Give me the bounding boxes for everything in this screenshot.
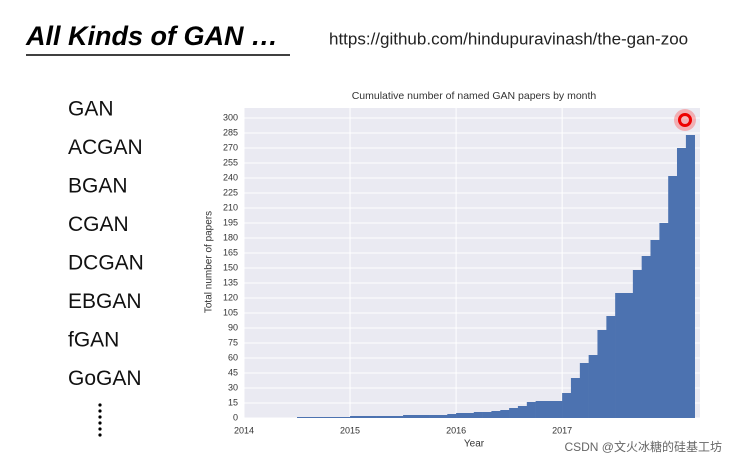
bar <box>350 416 360 418</box>
x-axis-label: Year <box>464 439 485 450</box>
bar <box>535 401 545 418</box>
bar <box>403 415 413 418</box>
y-tick-label: 225 <box>223 187 238 197</box>
bar <box>323 417 333 418</box>
list-item: CGAN <box>68 213 129 236</box>
y-tick-label: 135 <box>223 277 238 287</box>
bar <box>517 406 528 418</box>
x-tick-label: 2017 <box>552 425 572 435</box>
y-tick-label: 165 <box>223 247 238 257</box>
highlight-glow <box>674 109 696 131</box>
bar <box>447 414 457 418</box>
bar <box>544 401 554 418</box>
y-tick-label: 45 <box>228 367 238 377</box>
url: https://github.com/hindupuravinash/the-g… <box>329 29 688 48</box>
bar <box>685 135 695 418</box>
y-tick-label: 300 <box>223 112 238 122</box>
list-item: EBGAN <box>68 290 142 313</box>
list-item: fGAN <box>68 329 119 352</box>
bar <box>632 270 642 418</box>
y-tick-label: 30 <box>228 382 238 392</box>
y-tick-label: 120 <box>223 292 238 302</box>
x-tick-label: 2016 <box>446 425 466 435</box>
bar <box>526 402 536 418</box>
bar <box>411 415 422 418</box>
x-tick-label: 2015 <box>340 425 360 435</box>
bar <box>376 416 386 418</box>
x-tick-label: 2014 <box>234 425 254 435</box>
y-tick-label: 60 <box>228 352 238 362</box>
list-item: GAN <box>68 98 114 121</box>
y-tick-label: 240 <box>223 172 238 182</box>
bar <box>570 378 581 418</box>
watermark: CSDN @文火冰糖的硅基工坊 <box>564 439 722 454</box>
bar <box>650 240 660 418</box>
y-tick-label: 180 <box>223 232 238 242</box>
bar <box>606 316 616 418</box>
bar <box>385 416 395 418</box>
bar <box>482 412 492 418</box>
bar <box>305 417 316 418</box>
y-tick-label: 15 <box>228 397 238 407</box>
bar <box>473 412 483 418</box>
y-tick-label: 270 <box>223 142 238 152</box>
bar <box>297 417 307 418</box>
bar <box>429 415 439 418</box>
chart-title: Cumulative number of named GAN papers by… <box>352 90 597 102</box>
bar <box>394 416 404 418</box>
y-tick-label: 255 <box>223 157 238 167</box>
bar <box>668 176 678 418</box>
bar <box>659 223 669 418</box>
bar <box>562 393 572 418</box>
bar <box>623 293 634 418</box>
bar <box>553 401 563 418</box>
bar <box>588 355 598 418</box>
ellipsis-dots <box>98 403 102 437</box>
list-item: GoGAN <box>68 367 142 390</box>
bar <box>438 415 448 418</box>
y-tick-label: 195 <box>223 217 238 227</box>
bar <box>509 408 519 418</box>
y-tick-label: 150 <box>223 262 238 272</box>
highlight-ring <box>678 113 692 127</box>
bar <box>491 411 501 418</box>
list-item: ACGAN <box>68 136 143 159</box>
y-tick-label: 210 <box>223 202 238 212</box>
y-axis-label: Total number of papers <box>204 211 215 313</box>
bar <box>341 417 351 418</box>
bar <box>314 417 324 418</box>
y-tick-label: 0 <box>233 412 238 422</box>
bar <box>332 417 342 418</box>
bar <box>676 148 687 418</box>
list-item: BGAN <box>68 175 128 198</box>
bar <box>456 413 466 418</box>
bar <box>597 330 607 418</box>
bar <box>615 293 625 418</box>
y-tick-label: 90 <box>228 322 238 332</box>
bar <box>464 413 475 418</box>
bar <box>641 256 651 418</box>
list-item: DCGAN <box>68 252 144 275</box>
y-tick-label: 75 <box>228 337 238 347</box>
bar <box>579 363 589 418</box>
slide-title: All Kinds of GAN … <box>25 21 278 51</box>
bar <box>420 415 430 418</box>
bar <box>367 416 377 418</box>
y-tick-label: 285 <box>223 127 238 137</box>
y-tick-label: 105 <box>223 307 238 317</box>
bar <box>500 410 510 418</box>
gan-list: GAN ACGAN BGAN CGAN DCGAN EBGAN fGAN GoGAN <box>68 98 144 391</box>
bar <box>358 416 369 418</box>
